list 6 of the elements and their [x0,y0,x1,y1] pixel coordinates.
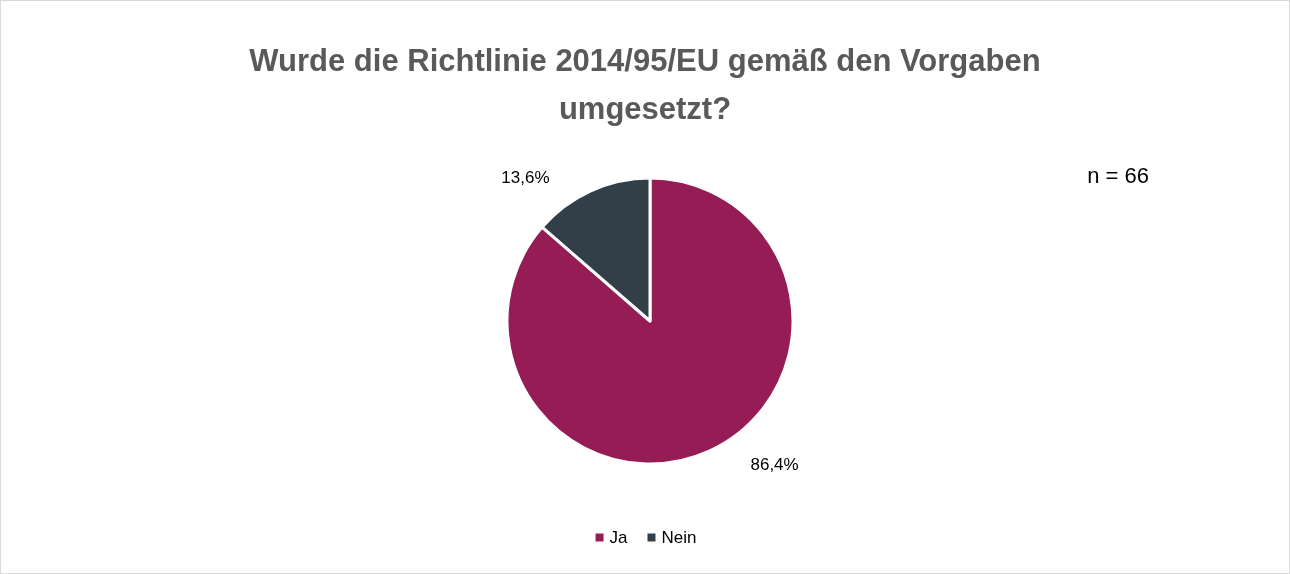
data-label: 13,6% [501,167,550,187]
legend-label: Nein [661,528,697,547]
legend-label: Ja [609,528,629,547]
data-label: 86,4% [750,455,799,475]
text: n = 66 [1087,162,1149,188]
chart-title: Wurde die Richtlinie 2014/95/EU gemäß den Vorgaben umgesetzt? [249,42,1041,126]
